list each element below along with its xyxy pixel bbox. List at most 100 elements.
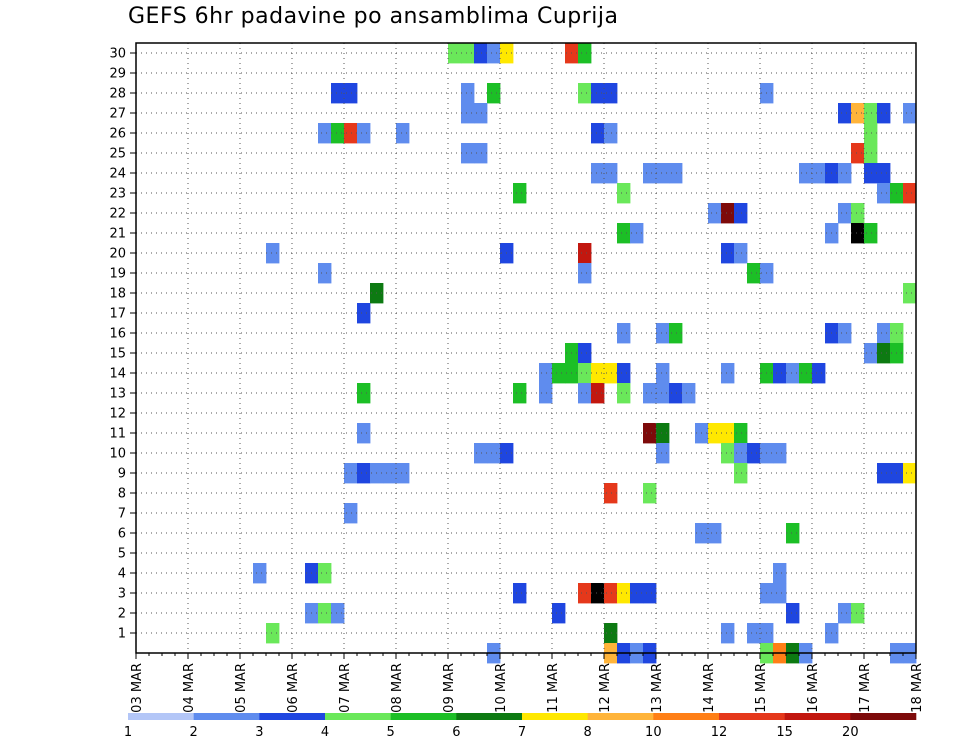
y-tick-label: 30: [109, 47, 126, 62]
x-tick-label: 04 MAR: [182, 663, 197, 713]
x-tick-label: 07 MAR: [338, 663, 353, 713]
x-tick-label: 11 MAR: [546, 663, 561, 713]
y-tick-label: 18: [109, 287, 126, 302]
legend-swatch: [719, 713, 785, 720]
heatmap-cell: [864, 163, 878, 184]
legend-label: 8: [584, 725, 592, 740]
y-tick-label: 1: [118, 627, 126, 642]
y-tick-label: 22: [109, 207, 126, 222]
heatmap-cell: [552, 603, 566, 624]
heatmap-cell: [617, 583, 631, 604]
heatmap-cell: [578, 343, 592, 364]
y-tick-label: 28: [109, 87, 126, 102]
y-tick-label: 11: [109, 427, 126, 442]
heatmap-cell: [331, 123, 345, 144]
heatmap-cell: [578, 263, 592, 284]
heatmap-cell: [604, 123, 618, 144]
heatmap-cell: [461, 83, 475, 104]
heatmap-cell: [513, 583, 527, 604]
heatmap-cell: [604, 83, 618, 104]
heatmap-cell: [344, 83, 358, 104]
heatmap-cell: [461, 143, 475, 164]
heatmap-cell: [396, 123, 410, 144]
x-tick-label: 17 MAR: [858, 663, 873, 713]
heatmap-cell: [617, 223, 631, 244]
plot-frame: [135, 42, 917, 654]
heatmap-cell: [604, 583, 618, 604]
heatmap-cell: [747, 263, 761, 284]
x-tick-label: 18 MAR: [910, 663, 925, 713]
y-tick-label: 19: [109, 267, 126, 282]
x-tick-label: 05 MAR: [234, 663, 249, 713]
heatmap-cell: [877, 183, 891, 204]
heatmap-cell: [799, 163, 813, 184]
heatmap-cell: [903, 103, 917, 124]
y-tick-label: 4: [118, 567, 126, 582]
x-tick-label: 08 MAR: [390, 663, 405, 713]
heatmap-cell: [877, 323, 891, 344]
x-tick-label: 12 MAR: [598, 663, 613, 713]
heatmap-cell: [357, 423, 371, 444]
legend-swatch: [325, 713, 391, 720]
heatmap-cell: [877, 343, 891, 364]
chart-title: GEFS 6hr padavine po ansamblima Cuprija: [128, 4, 619, 29]
x-tick-label: 10 MAR: [494, 663, 509, 713]
x-tick-label: 06 MAR: [286, 663, 301, 713]
heatmap-cell: [734, 243, 748, 264]
y-tick-label: 3: [118, 587, 126, 602]
heatmap-cell: [773, 563, 787, 584]
legend-swatch: [850, 713, 917, 720]
y-axis: 1234567891011121314151617181920212223242…: [109, 47, 136, 642]
legend-swatch: [456, 713, 523, 720]
heatmap-cell: [318, 123, 332, 144]
legend-swatch: [259, 713, 326, 720]
heatmap-cell: [552, 363, 566, 384]
y-tick-label: 2: [118, 607, 126, 622]
heatmap-cell: [786, 603, 800, 624]
heatmap-cell: [357, 123, 371, 144]
legend-swatch: [522, 713, 588, 720]
heatmap-cell: [786, 363, 800, 384]
heatmap-cell: [851, 203, 865, 224]
heatmap-cell: [682, 383, 696, 404]
y-tick-label: 13: [109, 387, 126, 402]
heatmap-cell: [656, 443, 670, 464]
heatmap-cell: [591, 583, 605, 604]
heatmap-cell: [773, 443, 787, 464]
legend-label: 10: [645, 725, 662, 740]
heatmap-cell: [513, 183, 527, 204]
y-tick-label: 24: [109, 167, 126, 182]
heatmap-cell: [643, 383, 657, 404]
x-axis: 03 MAR 04 MAR 05 MAR 06 MAR 07 MAR 08 MAR 09 M…: [130, 653, 925, 713]
heatmap-cell: [656, 383, 670, 404]
heatmap-cell: [838, 603, 852, 624]
heatmap-cell: [604, 483, 618, 504]
heatmap-cell: [903, 463, 917, 484]
y-tick-label: 12: [109, 407, 126, 422]
legend-label: 2: [190, 725, 198, 740]
heatmap-cell: [643, 163, 657, 184]
heatmap-cell: [461, 103, 475, 124]
heatmap-cell: [669, 383, 683, 404]
heatmap-cell: [721, 443, 735, 464]
y-tick-label: 14: [109, 367, 126, 382]
heatmap-cell: [448, 43, 462, 64]
heatmap-cell: [864, 343, 878, 364]
heatmap-cell: [708, 523, 722, 544]
heatmap-cell: [578, 243, 592, 264]
y-tick-label: 7: [118, 507, 126, 522]
heatmap-cell: [838, 203, 852, 224]
grid-lines: [136, 43, 916, 653]
legend-swatch: [587, 713, 654, 720]
heatmap-cell: [591, 163, 605, 184]
heatmap-cell: [617, 323, 631, 344]
heatmap-cell: [474, 103, 488, 124]
heatmap-cell: [487, 43, 501, 64]
heatmap-cell: [604, 363, 618, 384]
heatmap-cell: [877, 463, 891, 484]
y-tick-label: 5: [118, 547, 126, 562]
heatmap-cell: [721, 243, 735, 264]
heatmap-cell: [357, 383, 371, 404]
heatmap-cell: [864, 223, 878, 244]
